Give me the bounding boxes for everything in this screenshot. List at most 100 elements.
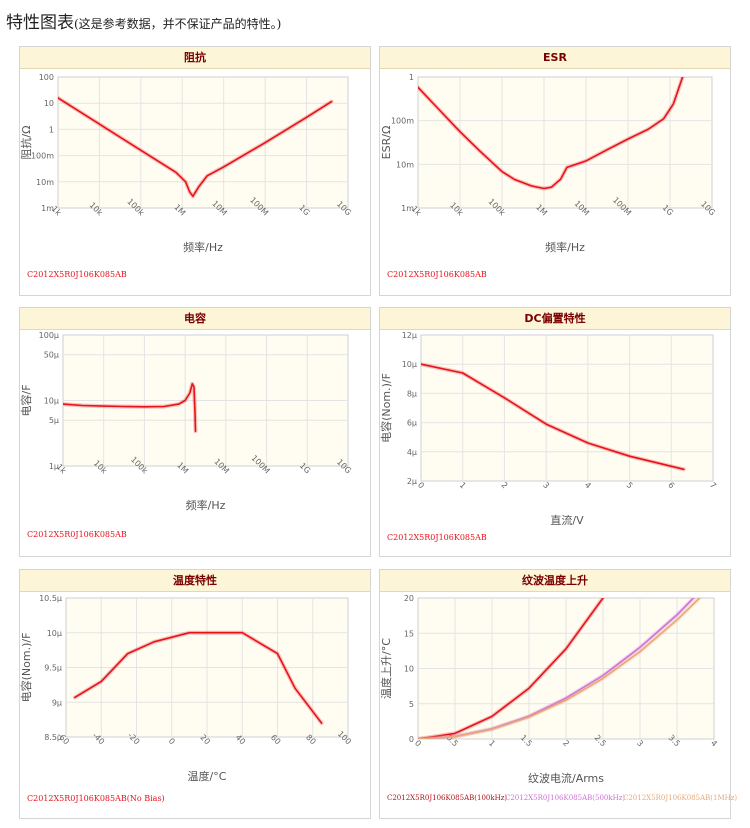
y-tick-label: 50μ [44,351,59,360]
series-group [418,77,685,191]
plot-area [417,76,713,209]
y-tick-label: 20 [404,594,414,603]
series-line [418,598,604,739]
series-label: C2012X5R0J106K085AB [387,270,487,279]
impedance-chart-title: 阻抗 [20,47,370,69]
y-tick-label: 1 [49,125,54,134]
x-tick-label: 10G [335,457,353,475]
series-line [58,97,333,198]
series-label-1mhz: C2012X5R0J106K085AB(1MHz) [623,794,738,802]
y-tick-label: 10m [396,160,414,169]
page-title: 特性图表(这是参考数据，并不保证产品的特性。) [6,8,281,33]
series-group [421,362,686,472]
page-title-note: (这是参考数据，并不保证产品的特性。) [74,17,282,31]
y-tick-label: 1 [409,73,414,82]
y-tick-label: 8μ [407,389,417,398]
x-tick-label: 5 [625,480,635,490]
y-tick-label: 4μ [407,448,417,457]
x-axis-title: 频率/Hz [545,240,585,254]
y-tick-label: 1m [401,204,414,213]
series-label: C2012X5R0J106K085AB [387,533,487,542]
x-axis-title: 纹波电流/Arms [528,771,604,785]
x-tick-label: 3 [541,480,551,490]
series-group [72,630,324,726]
series-line [418,598,701,739]
y-tick-label: 10μ [402,360,417,369]
ripple-chart: 0 0.5 1 1.5 2 2.5 3 3.5 405101520纹波电流/Arms温度上升/°… [380,594,719,785]
temperature-chart: -60 -40 -20 0 20 40 60 80 1008.5μ9μ9.5μ10μ10.5μ温… [20,594,353,783]
capacitance-chart: 1k 10k 100k 1M 10M 100M 1G 10G1μ5μ10μ50μ100μ频率/… [20,331,353,512]
x-axis-title: 频率/Hz [183,240,223,254]
series-line [63,382,197,432]
temperature-chart-title: 温度特性 [20,570,370,592]
y-tick-label: 0 [409,735,414,744]
y-tick-label: 1m [41,204,54,213]
x-tick-label: 10G [699,199,717,217]
x-tick-label: 2 [499,480,509,490]
impedance-chart: 1k 10k 100k 1M 10M 100M 1G 10G1m10m100m110100频率… [20,73,353,254]
y-tick-label: 10 [404,665,414,674]
impedance-chart-panel: 阻抗 1k 10k 100k 1M 10M 100M 1G 10G 1m 10m 100m 1 10 10… [19,46,371,296]
dc-bias-chart-title: DC偏置特性 [380,308,730,330]
y-tick-label: 8.5μ [44,733,62,742]
x-tick-label: 2 [561,738,571,748]
y-tick-label: 100m [31,152,54,161]
y-tick-label: 100m [391,117,414,126]
y-tick-label: 2μ [407,477,417,486]
y-axis-title: 温度上升/°C [380,638,393,699]
esr-chart: 1k 10k 100k 1M 10M 100M 1G 10G1m10m100m1频率/HzES… [380,73,717,254]
y-tick-label: 100μ [39,331,59,340]
x-axis-title: 频率/Hz [186,498,226,512]
x-tick-label: 10G [335,199,353,217]
x-tick-label: 3 [635,738,645,748]
esr-chart-title: ESR [380,47,730,69]
x-tick-label: 1 [487,738,497,748]
plot-area [420,334,714,482]
y-axis-title: 电容(Nom.)/F [20,633,33,703]
x-tick-label: 7 [708,480,718,490]
y-tick-label: 100 [39,73,54,82]
series-group [418,598,703,739]
x-tick-label: 100 [336,729,353,746]
y-tick-label: 10m [36,178,54,187]
y-tick-label: 1μ [49,462,59,471]
capacitance-chart-title: 电容 [20,308,370,330]
x-tick-label: 0 [167,736,177,746]
series-label-500khz: C2012X5R0J106K085AB(500kHz) [505,794,626,802]
plot-area [57,76,349,209]
y-tick-label: 5μ [49,416,59,425]
capacitance-chart-panel: 电容 1k 10k 100k 1M 10M 100M 1G 10G 1μ 5μ 10μ 50μ 100μ… [19,307,371,557]
page-title-main: 特性图表 [6,13,74,33]
series-line [73,631,323,724]
y-tick-label: 15 [404,629,414,638]
x-tick-label: 6 [666,480,676,490]
x-axis-title: 温度/°C [188,769,227,783]
x-tick-label: 4 [709,738,719,748]
x-tick-label: 0 [413,738,423,748]
series-group [63,381,198,434]
y-axis-title: ESR/Ω [380,126,393,160]
y-tick-label: 10.5μ [39,594,62,603]
y-tick-label: 9μ [52,698,62,707]
dc-bias-chart-panel: DC偏置特性 0 1 2 3 4 5 6 7 2μ 4μ 6μ 8μ 10μ 12μ 直流/V 电容(Nom.… [379,307,731,557]
x-axis-title: 直流/V [550,513,584,527]
series-label-100khz: C2012X5R0J106K085AB(100kHz) [387,794,508,802]
x-tick-label: 4 [583,480,593,490]
series-label: C2012X5R0J106K085AB [27,270,127,279]
y-tick-label: 10 [44,99,54,108]
y-tick-label: 12μ [402,331,417,340]
series-label: C2012X5R0J106K085AB(No Bias) [27,794,165,803]
series-line [418,77,684,190]
esr-chart-panel: ESR 1k 10k 100k 1M 10M 100M 1G 10G 1m 10m 100m 1 频率/… [379,46,731,296]
y-axis-title: 阻抗/Ω [20,125,33,159]
ripple-chart-title: 纹波温度上升 [380,570,730,592]
y-axis-title: 电容/F [20,384,33,416]
series-group [58,95,334,199]
ripple-chart-panel: 纹波温度上升 0 0.5 1 1.5 2 2.5 3 3.5 4 0 5 10 15 20 纹波电流/Arm… [379,569,737,819]
y-tick-label: 10μ [44,397,59,406]
x-tick-label: 0 [416,480,426,490]
y-tick-label: 10μ [47,629,62,638]
temperature-chart-panel: 温度特性 -60 -40 -20 0 20 40 60 80 100 8.5μ 9μ 9.5μ 10μ 1… [19,569,371,819]
dc-bias-chart: 0 1 2 3 4 5 6 7 2μ 4μ 6μ 8μ 10μ 12μ 直流/V 电容(Nom.)/F [380,331,718,527]
y-tick-label: 6μ [407,419,417,428]
